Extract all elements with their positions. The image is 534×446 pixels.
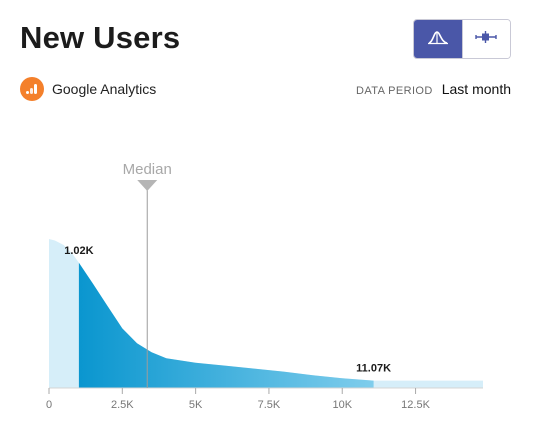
data-period: DATA PERIOD Last month xyxy=(356,81,511,97)
box-plot-icon xyxy=(474,29,498,50)
distribution-view-button[interactable] xyxy=(414,20,462,58)
x-tick-label: 5K xyxy=(189,399,203,411)
x-tick-label: 10K xyxy=(332,399,352,411)
highlighted-range-area xyxy=(78,262,374,388)
x-tick-label: 2.5K xyxy=(111,399,134,411)
box-plot-view-button[interactable] xyxy=(461,20,510,58)
distribution-curve-icon xyxy=(427,29,449,50)
view-toggle xyxy=(413,19,511,59)
data-period-label: DATA PERIOD xyxy=(356,85,433,97)
page-title: New Users xyxy=(20,20,181,55)
source-label: Google Analytics xyxy=(52,81,157,97)
x-tick-label: 0 xyxy=(46,399,52,411)
x-tick-label: 7.5K xyxy=(258,399,281,411)
data-period-value[interactable]: Last month xyxy=(441,81,511,97)
x-tick-label: 12.5K xyxy=(401,399,430,411)
range-annotation-label: 11.07K xyxy=(356,363,391,375)
median-label: Median xyxy=(123,161,172,178)
median-marker-icon xyxy=(137,180,158,191)
google-analytics-icon xyxy=(20,77,44,101)
range-annotation-label: 1.02K xyxy=(64,245,93,257)
data-source: Google Analytics xyxy=(20,77,156,101)
